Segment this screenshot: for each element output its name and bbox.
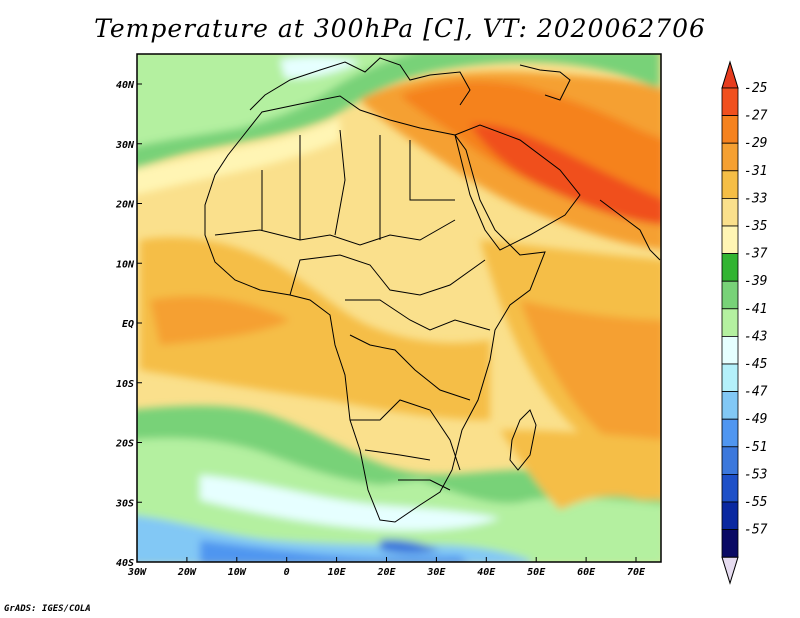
colorbar-label: -37 xyxy=(744,247,768,262)
colorbar-swatch xyxy=(721,142,739,172)
coastlines-borders xyxy=(204,57,661,523)
colorbar-swatch xyxy=(721,335,739,365)
lat-tick-label: 20N xyxy=(115,200,135,211)
colorbar-bottom-arrow xyxy=(721,556,739,585)
lon-tick-label: 30W xyxy=(127,567,147,578)
colorbar-swatch xyxy=(721,225,739,255)
lon-tick-label: 50E xyxy=(527,567,546,578)
colorbar-label: -43 xyxy=(744,329,767,344)
colorbar-label: -51 xyxy=(744,440,767,455)
colorbar-label: -41 xyxy=(744,302,767,317)
lon-tick-label: 30E xyxy=(426,567,446,578)
lon-tick-label: 10W xyxy=(228,567,247,578)
colorbar-label: -49 xyxy=(744,412,767,427)
colorbar-swatch xyxy=(721,473,739,503)
latitude-tick-labels: 40N 30N 20N 10N EQ 10S 20S 30S 40S xyxy=(115,80,142,569)
lon-tick-label: 70E xyxy=(627,567,646,578)
longitude-tick-labels: 30W 20W 10W 0 10E 20E 30E 40E 50E 60E 70E xyxy=(127,557,646,578)
colorbar-label: -25 xyxy=(744,81,768,96)
colorbar-swatch xyxy=(721,308,739,337)
colorbar-swatch xyxy=(721,170,739,199)
lon-tick-label: 40E xyxy=(477,567,496,578)
colorbar-label: -57 xyxy=(744,523,768,538)
colorbar: -25 -27 -29 -31 -33 -35 -37 -39 -41 -43 -45 -47 -49 -… xyxy=(721,60,768,585)
lon-tick-label: 20E xyxy=(376,567,396,578)
lon-tick-label: 10E xyxy=(328,567,347,578)
colorbar-swatch xyxy=(721,501,739,531)
colorbar-swatch xyxy=(721,280,739,310)
colorbar-label: -29 xyxy=(744,136,767,151)
lat-tick-label: EQ xyxy=(122,319,134,330)
colorbar-label: -45 xyxy=(744,357,768,372)
colorbar-label: -47 xyxy=(744,385,768,400)
colorbar-swatch xyxy=(721,363,739,393)
lat-tick-label: 40S xyxy=(116,558,134,569)
lon-tick-label: 60E xyxy=(577,567,596,578)
colorbar-label: -33 xyxy=(744,191,767,206)
colorbar-swatch xyxy=(721,115,739,144)
colorbar-swatch xyxy=(721,197,739,227)
colorbar-swatch xyxy=(721,418,739,448)
colorbar-label: -53 xyxy=(744,467,767,482)
lat-tick-label: 10S xyxy=(116,379,134,390)
colorbar-label: -39 xyxy=(744,274,767,289)
lon-tick-label: 20W xyxy=(177,567,197,578)
chart-title: Temperature at 300hPa [C], VT: 202006270… xyxy=(94,14,706,43)
lat-tick-label: 10N xyxy=(116,259,135,270)
lat-tick-label: 30S xyxy=(115,498,134,509)
colorbar-swatch xyxy=(721,253,739,282)
plot-frame xyxy=(136,53,662,563)
colorbar-label: -27 xyxy=(744,109,768,124)
lat-tick-label: 30N xyxy=(115,140,135,151)
colorbar-label: -31 xyxy=(744,164,767,179)
colorbar-top-arrow xyxy=(721,60,739,89)
colorbar-swatch xyxy=(721,391,739,420)
colorbar-swatch xyxy=(721,87,739,117)
credit-text: GrADS: IGES/COLA xyxy=(4,604,91,614)
lat-tick-label: 20S xyxy=(115,439,134,450)
colorbar-label: -35 xyxy=(744,219,768,234)
colorbar-label: -55 xyxy=(744,495,768,510)
colorbar-swatch xyxy=(721,446,739,475)
temperature-field xyxy=(137,54,661,562)
colorbar-swatch xyxy=(721,529,739,558)
lon-tick-label: 0 xyxy=(284,567,290,578)
lat-tick-label: 40N xyxy=(116,80,135,91)
